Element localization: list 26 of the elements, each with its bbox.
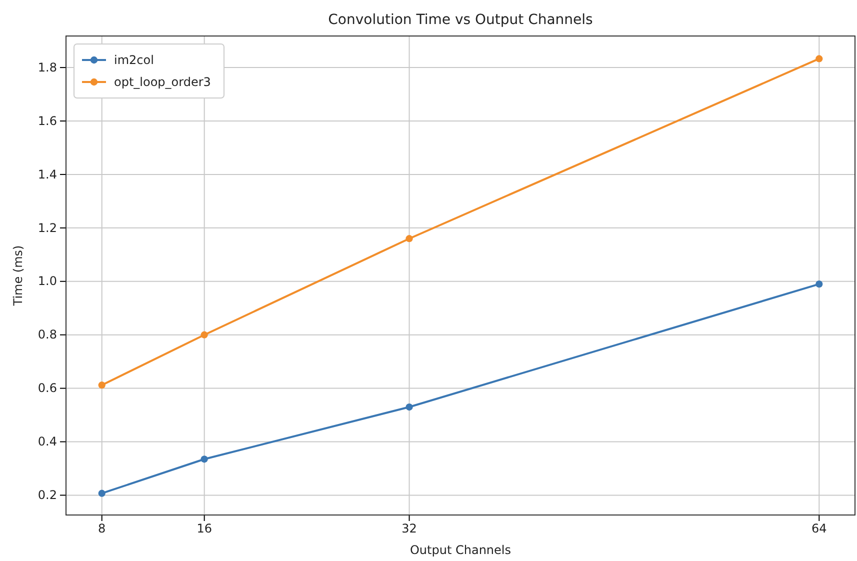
y-tick-label: 0.4: [38, 434, 57, 449]
y-tick-label: 1.8: [38, 60, 57, 74]
y-tick-label: 1.2: [38, 220, 57, 235]
point: [98, 490, 106, 497]
point: [200, 456, 208, 463]
point: [200, 331, 208, 338]
legend-label: opt_loop_order3: [114, 75, 211, 89]
y-tick-label: 1.4: [38, 167, 57, 182]
y-tick-label: 0.2: [38, 488, 57, 502]
y-tick-label: 1.0: [38, 274, 57, 288]
point: [816, 280, 823, 288]
y-tick-label: 1.6: [38, 114, 57, 128]
x-axis-title: Output Channels: [410, 543, 512, 557]
y-axis-title: Time (ms): [11, 245, 25, 307]
point: [816, 55, 823, 62]
x-tick-label: 16: [196, 522, 212, 536]
point: [406, 235, 413, 242]
chart-title: Convolution Time vs Output Channels: [328, 12, 593, 28]
x-tick-label: 8: [98, 522, 106, 536]
y-tick-label: 0.6: [38, 381, 57, 396]
x-tick-label: 32: [402, 522, 417, 536]
x-tick-label: 64: [811, 522, 827, 536]
point: [406, 403, 413, 411]
y-tick-label: 0.8: [38, 328, 57, 342]
point: [98, 382, 106, 389]
legend-label: im2col: [114, 53, 154, 67]
